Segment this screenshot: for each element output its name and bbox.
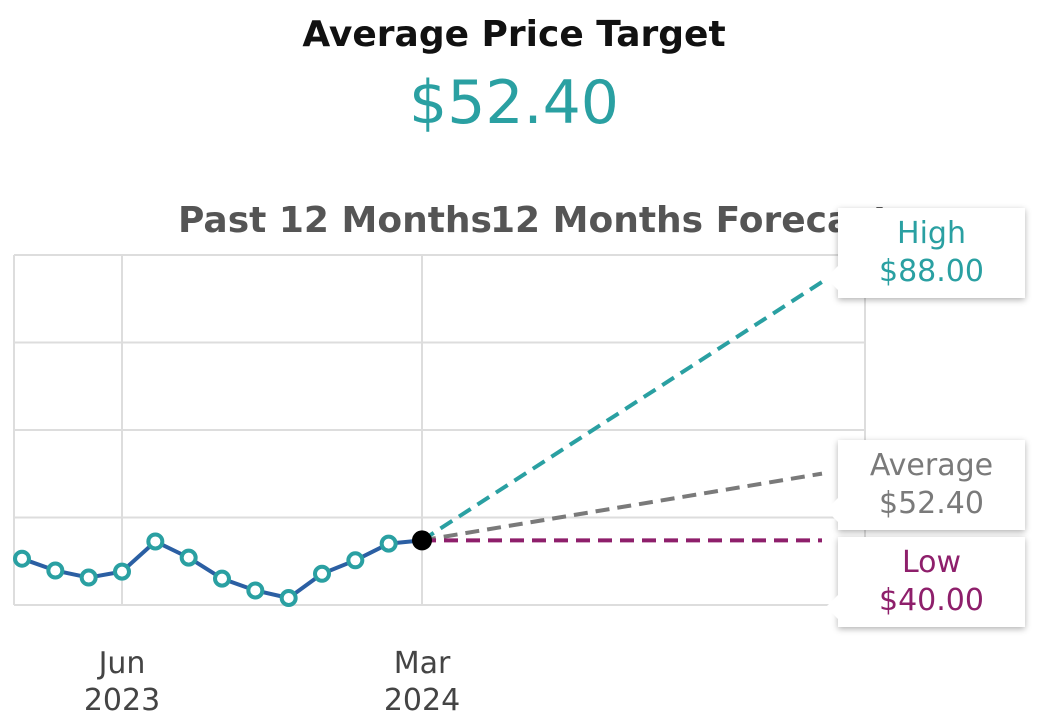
current-point [412, 530, 432, 551]
point [213, 569, 231, 588]
point [146, 532, 165, 551]
forecast-line [421, 471, 823, 543]
section-label: Past 12 Months [178, 200, 492, 241]
point [113, 562, 131, 581]
point [46, 561, 65, 580]
price-line [21, 538, 423, 600]
point [246, 581, 265, 600]
point [79, 568, 98, 587]
point [379, 534, 398, 553]
x-tick-label: Mar 2024 [383, 646, 461, 718]
point [313, 564, 331, 583]
point [179, 548, 198, 567]
forecast-name: Average [869, 448, 994, 483]
section-label: 12 Months Forecast [490, 200, 890, 241]
average-target: $52.40 [409, 68, 619, 138]
point [346, 551, 365, 570]
point [279, 589, 298, 607]
forecast-value: $40.00 [879, 583, 984, 618]
forecast-label: Low $40.00 [826, 537, 1025, 627]
title: Average Price Target [302, 14, 726, 55]
point [13, 549, 31, 568]
x-tick-label: Jun 2023 [83, 646, 161, 718]
forecast-label: Average $52.40 [826, 440, 1025, 530]
forecast-value: $88.00 [879, 254, 984, 289]
forecast-name: High [897, 216, 966, 251]
forecast-label: High $88.00 [826, 208, 1025, 298]
forecast-line [420, 280, 824, 543]
forecast-value: $52.40 [879, 486, 984, 521]
forecast-name: Low [901, 545, 962, 580]
